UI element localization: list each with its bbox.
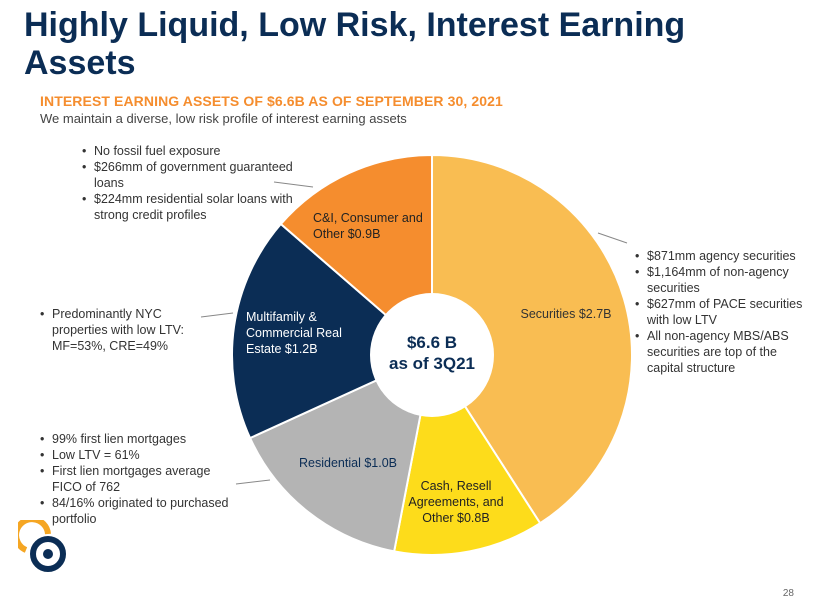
slice-label: Securities $2.7B: [520, 307, 611, 321]
center-period: as of 3Q21: [389, 354, 475, 373]
company-logo: [18, 520, 66, 572]
leader-line-securities: [597, 232, 628, 244]
logo-orange-arc: [18, 520, 51, 553]
ci-notes: No fossil fuel exposure $266mm of govern…: [78, 143, 293, 223]
leader-line-ci: [273, 181, 314, 188]
pie-slice: [279, 153, 433, 358]
slice-label: Cash, Resell Agreements, and Other $0.8B: [408, 479, 503, 525]
description: We maintain a diverse, low risk profile …: [40, 111, 407, 126]
list-item: Low LTV = 61%: [36, 447, 236, 463]
slice-label: Multifamily & Commercial Real Estate $1.2B: [246, 310, 342, 356]
list-item: $224mm residential solar loans with stro…: [78, 191, 293, 223]
list-item: Predominantly NYC properties with low LT…: [36, 306, 201, 354]
list-item: $266mm of government guaranteed loans: [78, 159, 293, 191]
list-item: 84/16% originated to purchased portfolio: [36, 495, 236, 527]
list-item: $627mm of PACE securities with low LTV: [631, 296, 811, 328]
list-item: 99% first lien mortgages: [36, 431, 236, 447]
logo-navy-dot: [43, 549, 53, 559]
securities-notes: $871mm agency securities $1,164mm of non…: [631, 248, 811, 376]
donut-hole: [370, 293, 494, 417]
logo-navy-ring: [30, 536, 66, 572]
pie-slice: [231, 222, 434, 440]
leader-line-residential: [235, 479, 271, 485]
list-item: First lien mortgages average FICO of 762: [36, 463, 236, 495]
list-item: $1,164mm of non-agency securities: [631, 264, 811, 296]
leader-line-multifamily: [200, 312, 234, 318]
residential-notes: 99% first lien mortgages Low LTV = 61% F…: [36, 431, 236, 527]
multifamily-notes: Predominantly NYC properties with low LT…: [36, 306, 201, 354]
page-number: 28: [782, 588, 794, 599]
list-item: $871mm agency securities: [631, 248, 811, 264]
center-value: $6.6 B: [407, 333, 457, 352]
slice-label: Residential $1.0B: [299, 456, 397, 470]
list-item: No fossil fuel exposure: [78, 143, 293, 159]
list-item: All non-agency MBS/ABS securities are to…: [631, 328, 811, 376]
slice-label: C&I, Consumer and Other $0.9B: [313, 211, 423, 241]
chart-subtitle: INTEREST EARNING ASSETS OF $6.6B AS OF S…: [40, 93, 503, 109]
page-title: Highly Liquid, Low Risk, Interest Earnin…: [24, 6, 686, 82]
pie-slice: [248, 353, 434, 553]
